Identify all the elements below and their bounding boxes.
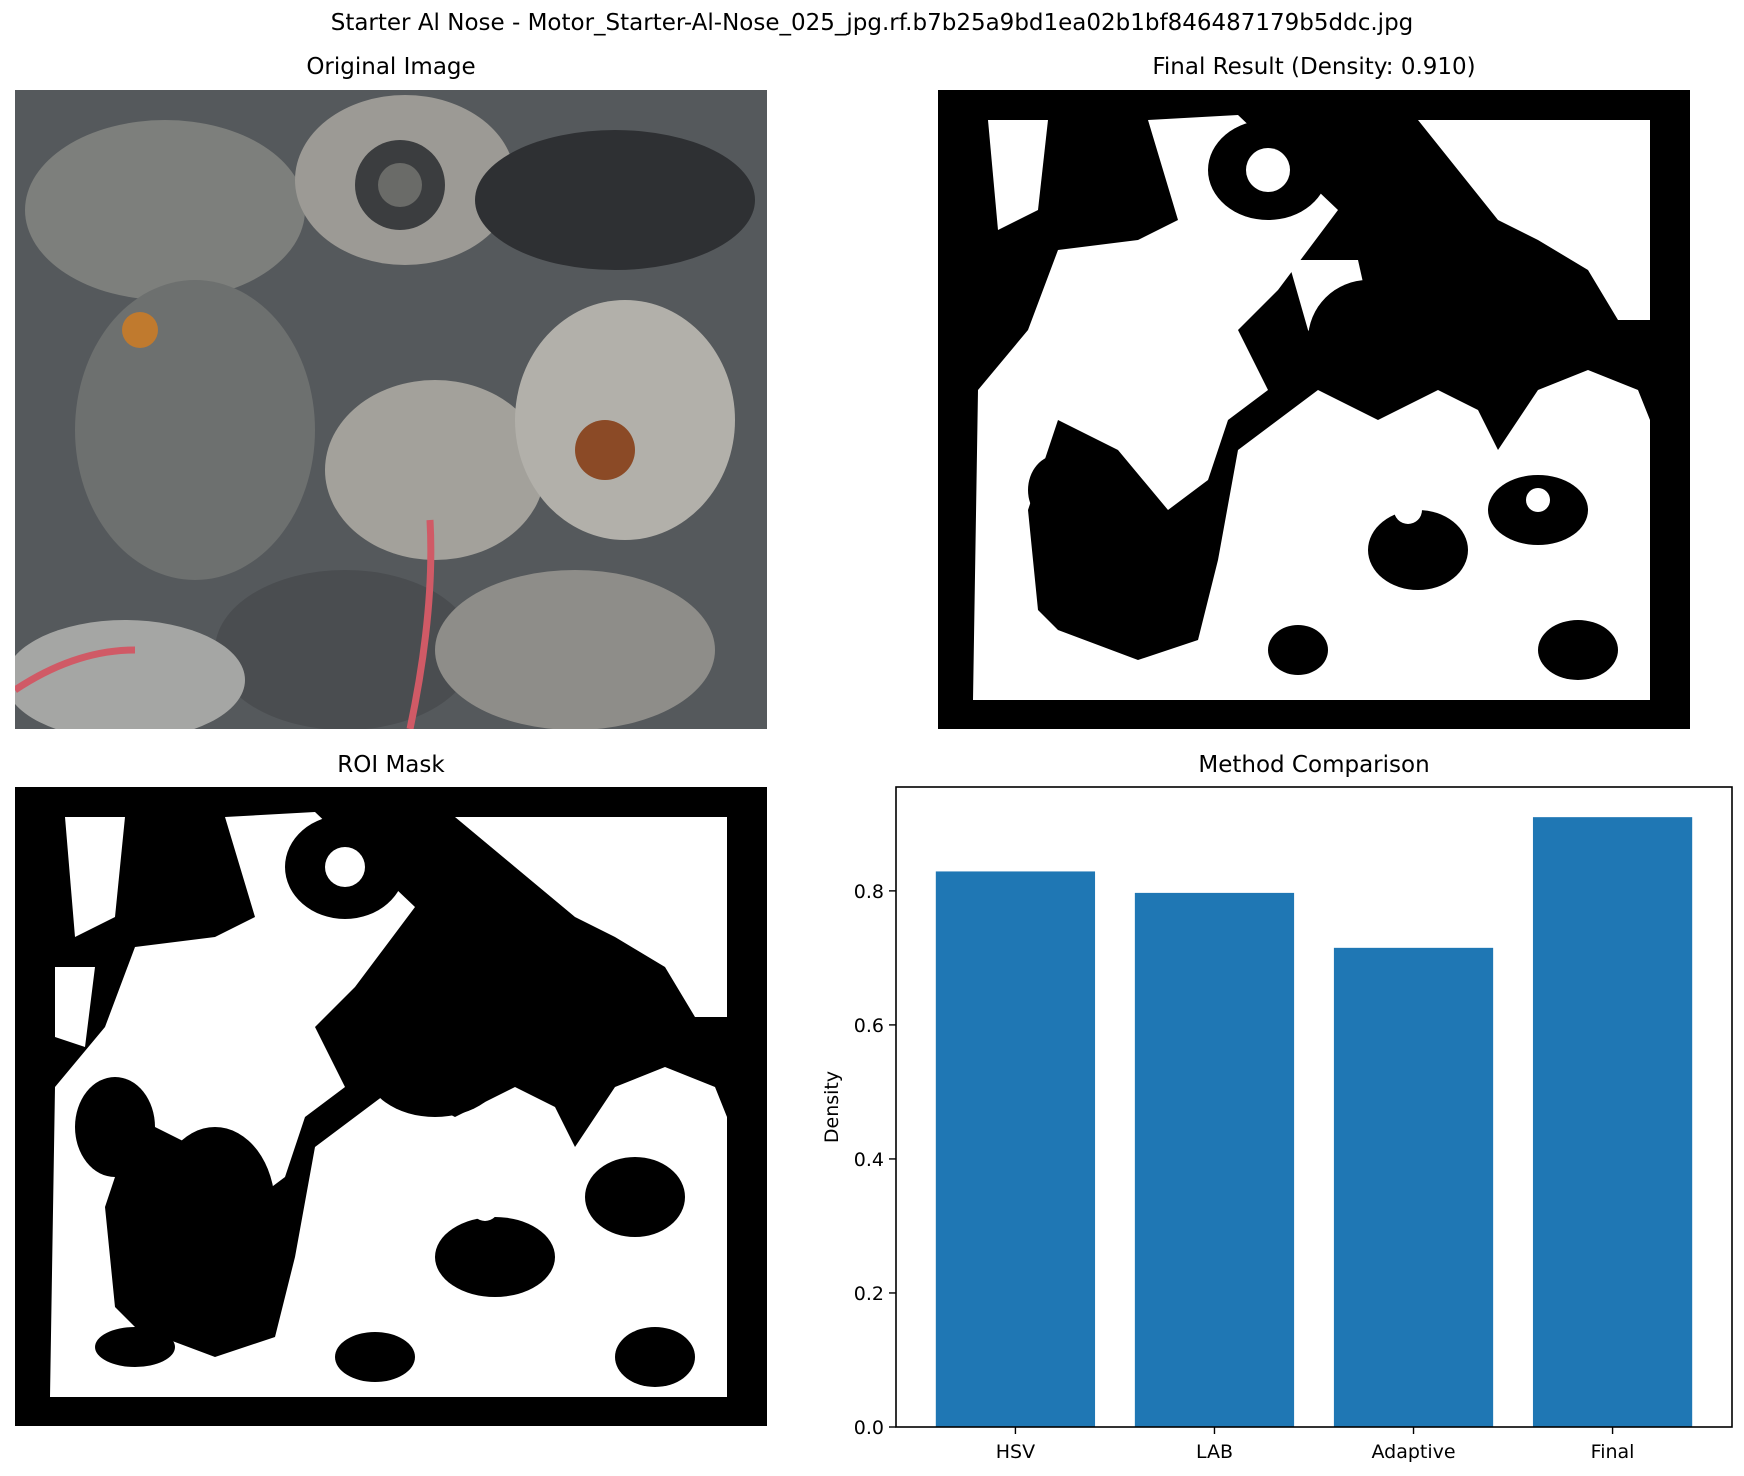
x-tick-label: HSV [996,1441,1035,1463]
y-tick-label: 0.8 [854,881,884,903]
x-tick-label: Adaptive [1371,1441,1455,1463]
roi-mask [15,787,767,1426]
y-tick-label: 0.0 [854,1417,884,1439]
y-axis-label: Density [821,1071,843,1143]
method-comparison-chart: 0.0 0.2 0.4 0.6 0.8 HSV LAB Adaptive Final Dens… [821,786,1733,1463]
bar-lab [1134,892,1295,1427]
final-result-mask [938,90,1690,729]
original-image-title: Original Image [306,54,476,80]
final-result-mask-content [938,90,1690,729]
roi-mask-content [15,787,767,1426]
y-tick-label: 0.6 [854,1015,884,1037]
y-tick-label: 0.4 [854,1149,884,1171]
method-comparison-title: Method Comparison [1198,752,1430,778]
x-tick-label: Final [1591,1441,1635,1463]
roi-mask-title: ROI Mask [337,752,445,778]
y-tick-label: 0.2 [854,1283,884,1305]
plot-frame [895,786,1733,1428]
final-result-title: Final Result (Density: 0.910) [1152,54,1476,80]
figure-title: Starter Al Nose - Motor_Starter-Al-Nose_… [330,10,1414,36]
x-tick-label: LAB [1196,1441,1233,1463]
bar-adaptive [1333,947,1494,1427]
bar-hsv [935,871,1096,1427]
original-image-content [15,90,767,729]
original-image [15,90,767,729]
bar-final [1532,817,1693,1427]
